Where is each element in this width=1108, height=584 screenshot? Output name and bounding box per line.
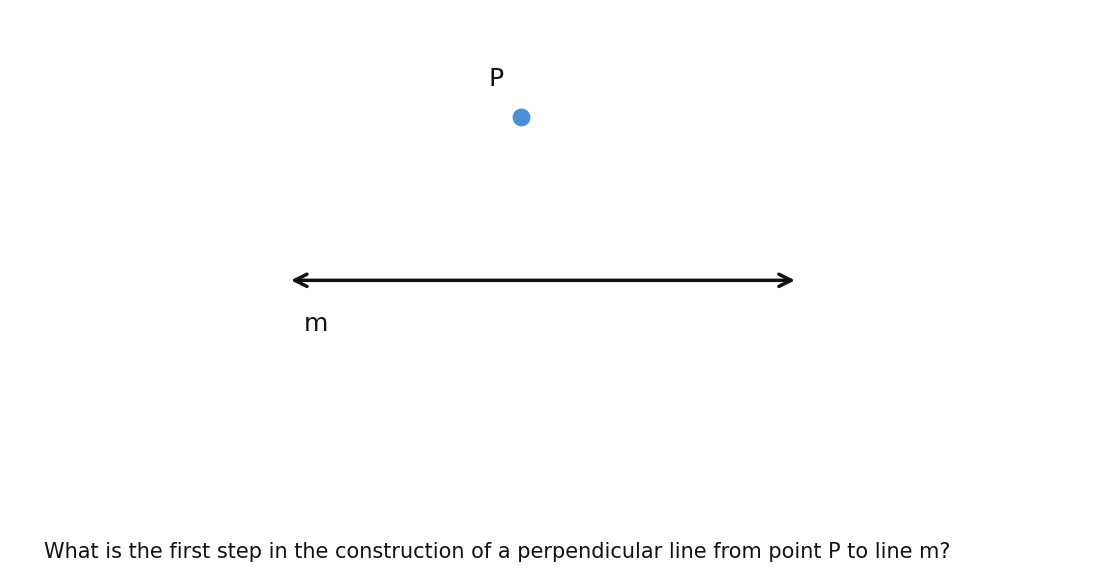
Text: P: P (489, 67, 504, 91)
Text: m: m (304, 312, 328, 336)
Text: What is the first step in the construction of a perpendicular line from point P : What is the first step in the constructi… (44, 542, 951, 562)
Point (512, 112, 530, 121)
